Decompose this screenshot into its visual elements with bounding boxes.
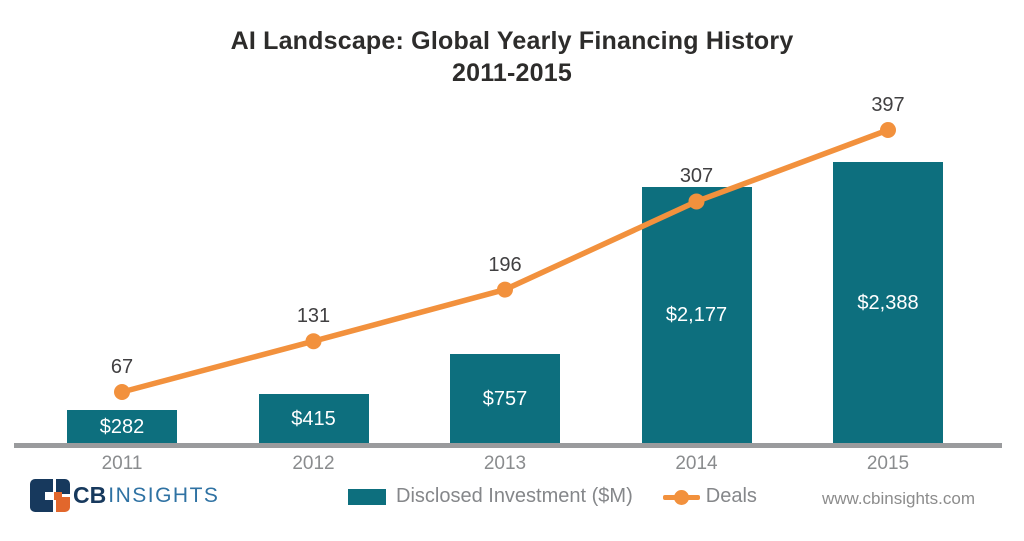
- logo-c-notch: [45, 492, 53, 500]
- legend-bar-label: Disclosed Investment ($M): [396, 485, 633, 507]
- deals-point-2015: [880, 122, 896, 138]
- bar-value-label-2015: $2,388: [857, 291, 919, 314]
- logo-text-cb: CB: [73, 482, 107, 508]
- deals-point-2013: [497, 281, 513, 298]
- bar-value-label-2011: $282: [99, 415, 145, 438]
- bar-value-label-2013: $757: [482, 387, 528, 410]
- website-url: www.cbinsights.com: [821, 489, 975, 508]
- logo-bottom-right-block: [56, 497, 70, 512]
- x-axis-line: [14, 443, 1002, 448]
- logo-top-right-block: [56, 479, 70, 494]
- cbinsights-logo-icon: [30, 479, 70, 512]
- chart-title-line2: 2011-2015: [452, 59, 572, 87]
- bar-value-label-2014: $2,177: [665, 304, 728, 326]
- legend-line-label: Deals: [705, 485, 757, 507]
- x-axis-label-2014: 2014: [675, 453, 718, 474]
- logo-c-block: [30, 479, 53, 512]
- chart-title-line1: AI Landscape: Global Yearly Financing Hi…: [230, 27, 794, 55]
- legend-line-dot: [673, 489, 689, 505]
- deals-point-2011: [114, 384, 130, 400]
- deals-value-label-2012: 131: [296, 305, 331, 328]
- cbinsights-logo: CB INSIGHTS: [30, 479, 219, 512]
- deals-value-label-2015: 397: [871, 94, 905, 116]
- deals-point-2012: [305, 333, 322, 350]
- legend-bar-swatch: [348, 488, 386, 505]
- logo-text-insights: INSIGHTS: [108, 483, 220, 507]
- deals-value-label-2014: 307: [679, 165, 714, 188]
- x-axis-label-2015: 2015: [866, 453, 910, 474]
- bar-2011: [67, 410, 177, 443]
- bar-value-label-2012: $415: [291, 407, 336, 430]
- deals-value-label-2011: 67: [110, 356, 134, 378]
- x-axis-label-2012: 2012: [292, 453, 335, 474]
- chart-legend: Disclosed Investment ($M) Deals: [348, 485, 757, 508]
- legend-line-marker-icon: [662, 489, 700, 505]
- x-axis-label-2013: 2013: [483, 453, 527, 474]
- deals-value-label-2013: 196: [488, 253, 522, 276]
- logo-middle-orange-block: [54, 492, 62, 500]
- x-axis-label-2011: 2011: [101, 453, 143, 474]
- bar-2012: [258, 394, 369, 443]
